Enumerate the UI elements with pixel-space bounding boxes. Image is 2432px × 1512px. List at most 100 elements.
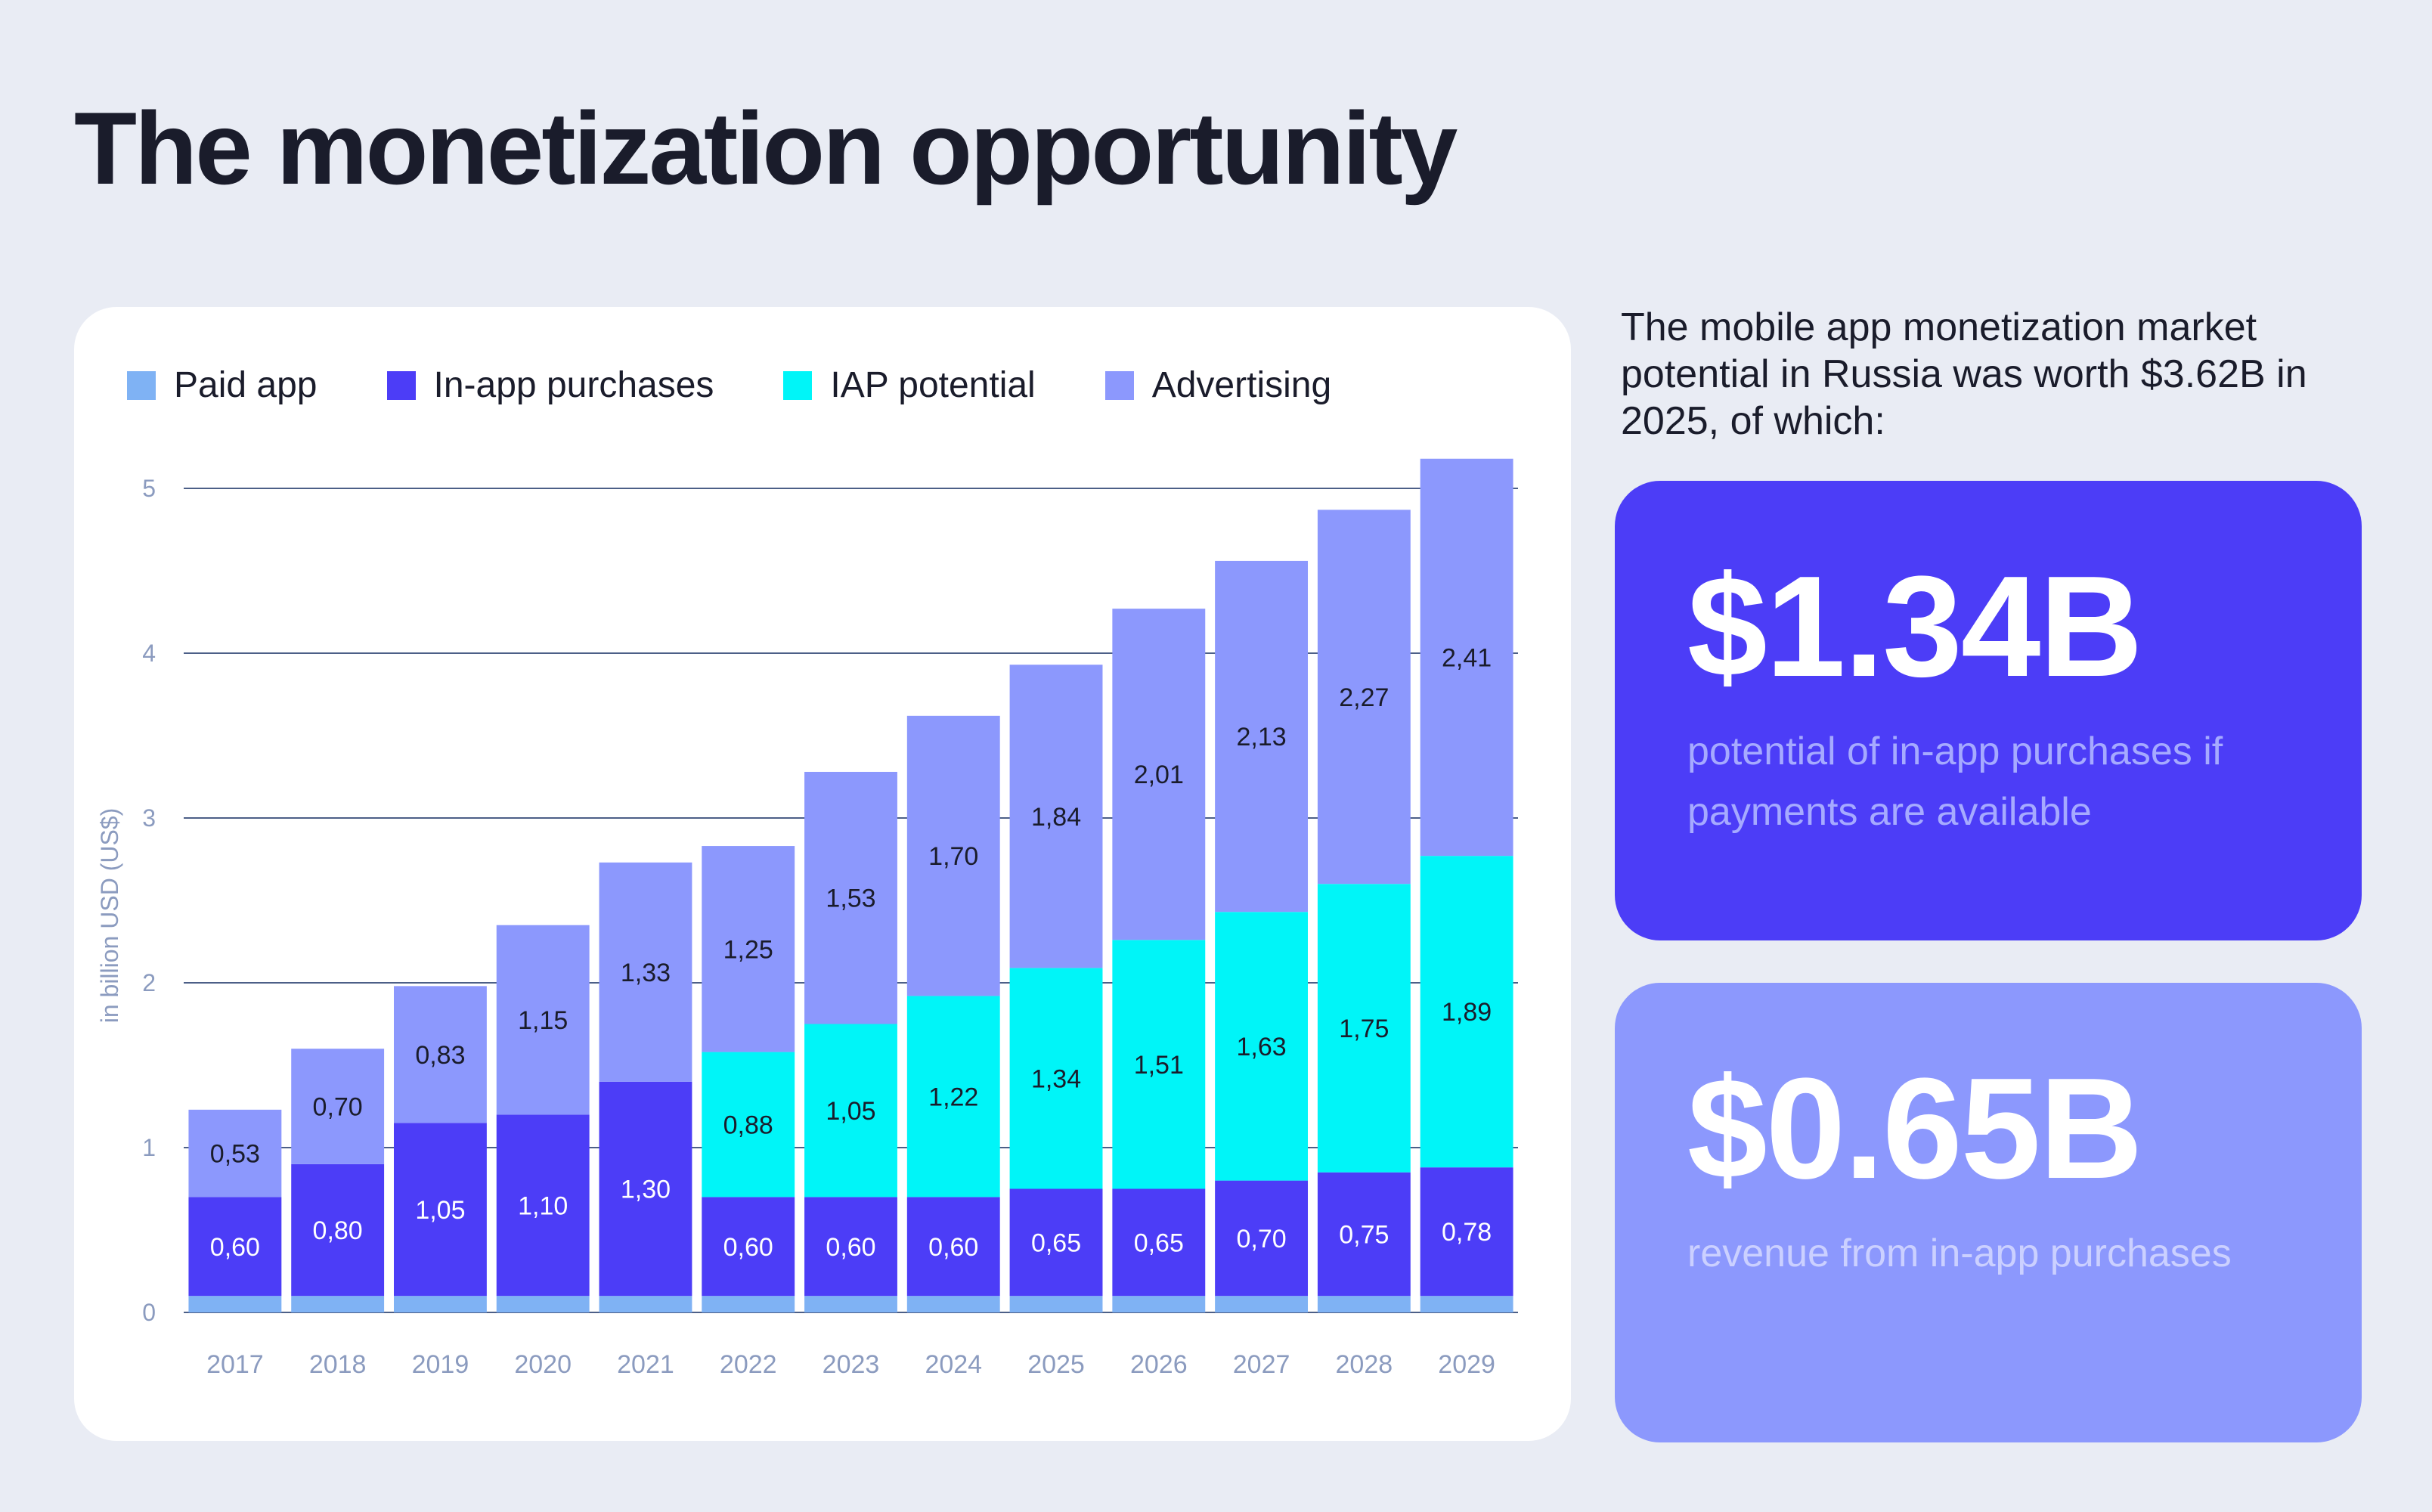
x-tick-label-2027: 2027 [1233, 1350, 1290, 1379]
bar-in-app-purchases-2026 [1112, 1188, 1206, 1297]
data-label-iap-potential-2024: 1,22 [928, 1083, 978, 1111]
page-title: The monetization opportunity [74, 91, 1458, 206]
data-label-advertising-2023: 1,53 [826, 885, 875, 913]
bar-advertising-2029 [1420, 458, 1513, 857]
data-label-advertising-2021: 1,33 [621, 959, 671, 987]
data-label-advertising-2025: 1,84 [1031, 803, 1081, 832]
data-label-in-app-purchases-2017: 0,60 [210, 1233, 260, 1262]
x-tick-label-2023: 2023 [823, 1350, 880, 1379]
data-label-in-app-purchases-2025: 0,65 [1031, 1228, 1081, 1257]
bar-paid-app-2020 [496, 1296, 590, 1312]
x-tick-label-2018: 2018 [309, 1350, 367, 1379]
bar-advertising-2019 [393, 986, 487, 1123]
x-tick-label-2020: 2020 [514, 1350, 572, 1379]
y-tick-label-0: 0 [142, 1299, 156, 1326]
stat-desc-iap-potential: potential of in-app purchases if payment… [1687, 730, 2223, 834]
bar-in-app-purchases-2027 [1215, 1180, 1309, 1297]
bar-paid-app-2018 [291, 1296, 385, 1312]
data-label-advertising-2029: 2,41 [1442, 643, 1492, 672]
data-label-advertising-2018: 0,70 [313, 1093, 363, 1122]
data-label-iap-potential-2023: 1,05 [826, 1097, 875, 1126]
market-intro-text: The mobile app monetization market poten… [1621, 305, 2307, 443]
chart-card: Paid app In-app purchases IAP potential … [74, 307, 1571, 1441]
data-label-in-app-purchases-2029: 0,78 [1442, 1218, 1492, 1247]
bar-paid-app-2028 [1317, 1296, 1411, 1312]
data-label-in-app-purchases-2022: 0,60 [723, 1233, 773, 1262]
legend-swatch-in-app-purchases [386, 370, 416, 400]
data-label-in-app-purchases-2018: 0,80 [313, 1216, 363, 1245]
data-label-advertising-2026: 2,01 [1134, 761, 1184, 789]
data-label-in-app-purchases-2027: 0,70 [1236, 1225, 1286, 1253]
data-label-advertising-2028: 2,27 [1339, 683, 1389, 712]
stacked-bar-chart: 0 1 2 3 4 5 in billion USD (US$) 0,60 0,53 2017 0,… [96, 458, 1518, 1379]
bar-paid-app-2017 [188, 1296, 282, 1312]
bar-in-app-purchases-2018 [291, 1163, 385, 1297]
bar-advertising-2020 [496, 925, 590, 1115]
bar-advertising-2026 [1112, 609, 1206, 940]
legend-item-advertising: Advertising [1104, 364, 1332, 406]
data-label-iap-potential-2029: 1,89 [1442, 998, 1492, 1027]
legend-label-paid-app: Paid app [174, 365, 318, 405]
data-label-iap-potential-2028: 1,75 [1339, 1015, 1389, 1043]
bar-iap-potential-2029 [1420, 856, 1513, 1168]
bar-advertising-2017 [188, 1109, 282, 1198]
bar-in-app-purchases-2017 [188, 1197, 282, 1297]
bar-in-app-purchases-2029 [1420, 1167, 1513, 1297]
legend-swatch-paid-app [127, 370, 156, 400]
x-tick-label-2025: 2025 [1027, 1350, 1085, 1379]
stat-card-iap-revenue: $0.65B revenue from in-app purchases [1615, 983, 2362, 1442]
bar-paid-app-2029 [1420, 1296, 1513, 1312]
data-label-advertising-2020: 1,15 [518, 1006, 568, 1035]
y-tick-label-1: 1 [142, 1134, 156, 1161]
bar-in-app-purchases-2020 [496, 1114, 590, 1297]
legend-label-in-app-purchases: In-app purchases [433, 365, 714, 405]
legend-label-advertising: Advertising [1151, 365, 1332, 405]
data-label-in-app-purchases-2026: 0,65 [1134, 1228, 1184, 1257]
bar-advertising-2022 [702, 846, 795, 1052]
y-tick-label-2: 2 [142, 969, 156, 996]
data-label-advertising-2017: 0,53 [210, 1140, 260, 1169]
bar-paid-app-2022 [702, 1296, 795, 1312]
data-label-advertising-2027: 2,13 [1236, 723, 1286, 751]
bar-advertising-2018 [291, 1049, 385, 1164]
bar-paid-app-2026 [1112, 1296, 1206, 1312]
x-tick-label-2029: 2029 [1438, 1350, 1495, 1379]
data-label-in-app-purchases-2024: 0,60 [928, 1233, 978, 1262]
x-tick-label-2017: 2017 [206, 1350, 264, 1379]
legend-label-iap-potential: IAP potential [830, 365, 1036, 405]
bar-in-app-purchases-2019 [393, 1123, 487, 1297]
bar-paid-app-2027 [1215, 1296, 1309, 1312]
data-label-advertising-2019: 0,83 [415, 1041, 465, 1070]
legend-item-paid-app: Paid app [127, 364, 318, 406]
x-tick-label-2028: 2028 [1336, 1350, 1393, 1379]
x-tick-label-2021: 2021 [617, 1350, 674, 1379]
bar-in-app-purchases-2025 [1009, 1188, 1103, 1297]
data-label-advertising-2022: 1,25 [723, 935, 773, 964]
data-label-iap-potential-2027: 1,63 [1236, 1033, 1286, 1061]
bar-advertising-2027 [1215, 560, 1309, 912]
bar-iap-potential-2025 [1009, 968, 1103, 1189]
legend-item-iap-potential: IAP potential [783, 364, 1036, 406]
stat-value-iap-revenue: $0.65B [1687, 1049, 2143, 1209]
bar-advertising-2028 [1317, 510, 1411, 885]
x-tick-label-2026: 2026 [1130, 1350, 1188, 1379]
bar-in-app-purchases-2024 [906, 1197, 1000, 1297]
bar-iap-potential-2028 [1317, 884, 1411, 1173]
x-tick-label-2019: 2019 [412, 1350, 469, 1379]
bar-iap-potential-2027 [1215, 912, 1309, 1181]
bar-iap-potential-2026 [1112, 940, 1206, 1189]
y-axis-title: in billion USD (US$) [96, 808, 123, 1024]
data-label-in-app-purchases-2019: 1,05 [415, 1196, 465, 1225]
y-tick-label-5: 5 [142, 475, 156, 502]
bar-in-app-purchases-2023 [804, 1197, 897, 1297]
y-tick-label-3: 3 [142, 804, 156, 832]
data-label-iap-potential-2025: 1,34 [1031, 1064, 1081, 1093]
data-label-iap-potential-2026: 1,51 [1134, 1051, 1184, 1080]
legend-swatch-advertising [1104, 370, 1134, 400]
bar-advertising-2021 [599, 862, 692, 1082]
stat-desc-iap-revenue: revenue from in-app purchases [1687, 1232, 2232, 1275]
chart-legend: Paid app In-app purchases IAP potential … [127, 364, 1401, 406]
y-tick-label-4: 4 [142, 640, 156, 667]
stat-value-iap-potential: $1.34B [1687, 547, 2143, 707]
bar-in-app-purchases-2022 [702, 1197, 795, 1297]
